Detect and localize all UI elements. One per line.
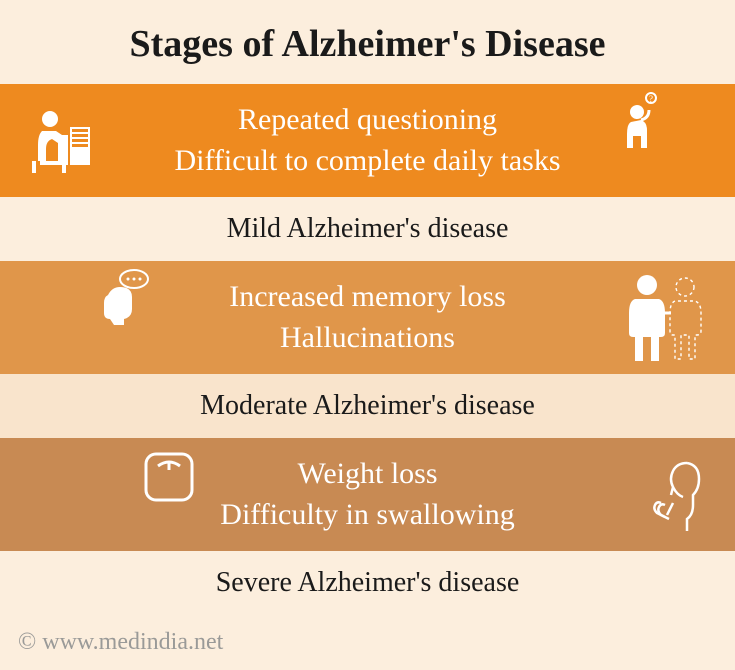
stage-label-moderate: Moderate Alzheimer's disease <box>0 374 735 438</box>
stage-block-severe: Weight loss Difficulty in swallowing <box>0 438 735 551</box>
stage-block-moderate: Increased memory loss Hallucinations <box>0 261 735 374</box>
infographic-container: Stages of Alzheimer's Disease Repeated q… <box>0 0 735 670</box>
person-desk-icon <box>26 105 98 177</box>
symptom-line: Increased memory loss <box>229 277 506 318</box>
thinking-person-icon: ? <box>619 90 665 154</box>
stage-text: Increased memory loss Hallucinations <box>229 277 506 358</box>
stage-label-mild: Mild Alzheimer's disease <box>0 197 735 261</box>
footer-credit: © www.medindia.net <box>0 615 735 670</box>
stage-label-severe: Severe Alzheimer's disease <box>0 551 735 615</box>
memory-head-icon <box>90 269 154 327</box>
symptom-line: Difficult to complete daily tasks <box>174 141 560 182</box>
symptom-line: Repeated questioning <box>174 100 560 141</box>
symptom-line: Hallucinations <box>229 318 506 359</box>
swallow-person-icon <box>643 455 709 535</box>
stage-text: Repeated questioning Difficult to comple… <box>174 100 560 181</box>
two-persons-icon <box>623 271 709 365</box>
page-title: Stages of Alzheimer's Disease <box>0 0 735 84</box>
svg-text:?: ? <box>649 94 653 104</box>
scale-icon <box>140 448 198 506</box>
stage-text: Weight loss Difficulty in swallowing <box>220 454 514 535</box>
symptom-line: Weight loss <box>220 454 514 495</box>
symptom-line: Difficulty in swallowing <box>220 495 514 536</box>
stage-block-mild: Repeated questioning Difficult to comple… <box>0 84 735 197</box>
